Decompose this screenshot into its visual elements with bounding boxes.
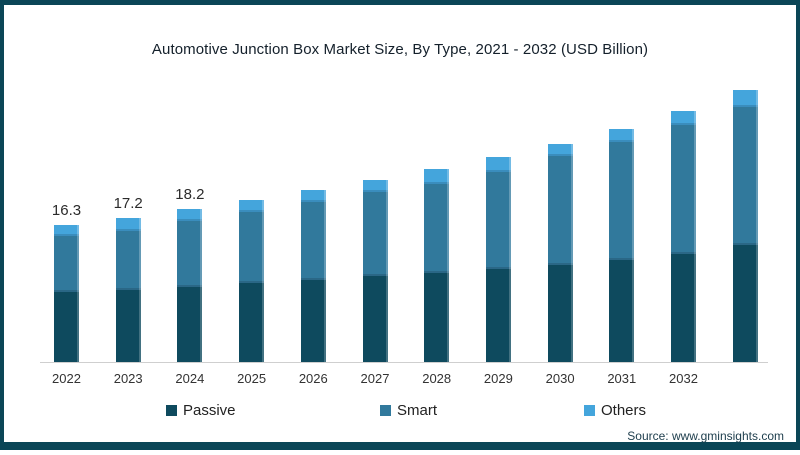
x-axis-label: 2025 [237, 371, 267, 386]
bar-segment-smart [115, 230, 141, 290]
bar-segment-others [424, 168, 450, 184]
chart-title: Automotive Junction Box Market Size, By … [151, 41, 649, 58]
source-note: Source: www.gminsights.com [627, 429, 784, 443]
x-axis-label: 2023 [113, 371, 143, 386]
bar-segment-passive [115, 289, 141, 362]
bar-segment-smart [177, 220, 203, 288]
bar-segment-others [362, 179, 388, 193]
bar-segment-smart [300, 202, 326, 280]
bar-unlabeled-11 [732, 89, 758, 362]
bar-2023 [115, 217, 141, 362]
bar-segment-smart [609, 141, 635, 260]
bar-2025 [239, 199, 265, 362]
bar-segment-others [485, 157, 511, 173]
bar-2024 [177, 209, 203, 362]
bar-segment-passive [54, 292, 79, 362]
others-swatch-icon [584, 405, 595, 416]
bar-segment-others [300, 189, 326, 203]
x-axis-label: 2028 [422, 371, 452, 386]
legend-label-passive: Passive [183, 402, 236, 419]
bar-value-label: 16.3 [51, 202, 82, 220]
bar-segment-smart [54, 236, 79, 293]
bar-segment-passive [362, 276, 388, 362]
bar-segment-others [115, 217, 141, 231]
bar-2022 [54, 225, 79, 362]
bar-segment-others [547, 143, 573, 157]
bar-segment-passive [239, 283, 265, 362]
plot-area: 16.3 2022 17.2 2023 18.2 2024 2025 2026 2027 2028… [4, 5, 800, 455]
bar-segment-others [732, 89, 758, 107]
smart-swatch-icon [380, 405, 391, 416]
bar-segment-others [671, 110, 696, 126]
x-axis-label: 2026 [298, 371, 328, 386]
legend-label-others: Others [601, 402, 647, 419]
x-axis-label: 2024 [175, 371, 205, 386]
bar-segment-smart [362, 192, 388, 277]
bar-value-label: 17.2 [113, 194, 143, 212]
bar-segment-passive [485, 268, 511, 362]
bar-segment-smart [732, 106, 758, 246]
legend: Passive Smart Others [4, 402, 800, 420]
bar-segment-passive [609, 259, 635, 362]
legend-item-others: Others [584, 402, 646, 419]
x-axis-label: 2031 [607, 371, 637, 386]
bar-2029 [485, 157, 511, 362]
x-axis-label: 2032 [669, 371, 698, 386]
bar-2026 [300, 189, 326, 362]
bar-2030 [547, 143, 573, 362]
bar-segment-smart [547, 156, 573, 265]
bar-segment-smart [485, 172, 511, 269]
bar-2032 [671, 110, 696, 362]
passive-swatch-icon [166, 405, 177, 416]
bar-value-label: 18.2 [175, 186, 205, 204]
legend-label-smart: Smart [397, 402, 438, 419]
bar-segment-passive [671, 254, 696, 362]
x-axis-line [40, 362, 768, 363]
legend-item-passive: Passive [166, 402, 236, 419]
bar-segment-smart [239, 211, 265, 284]
x-axis-label: 2027 [360, 371, 390, 386]
x-axis-label: 2022 [52, 371, 81, 386]
bar-segment-others [239, 199, 265, 212]
bar-segment-others [609, 128, 635, 142]
x-axis-label: 2029 [483, 371, 513, 386]
bar-2027 [362, 179, 388, 362]
bar-segment-smart [424, 183, 450, 273]
bar-segment-others [54, 225, 79, 237]
bar-segment-smart [671, 125, 696, 255]
bar-segment-passive [177, 287, 203, 362]
legend-item-smart: Smart [380, 402, 437, 419]
bar-2028 [424, 168, 450, 362]
bar-segment-others [177, 209, 203, 221]
bar-segment-passive [300, 279, 326, 362]
x-axis-label: 2030 [545, 371, 575, 386]
bar-2031 [609, 128, 635, 362]
bar-segment-passive [732, 245, 758, 362]
bar-segment-passive [547, 264, 573, 362]
bar-segment-passive [424, 272, 450, 362]
